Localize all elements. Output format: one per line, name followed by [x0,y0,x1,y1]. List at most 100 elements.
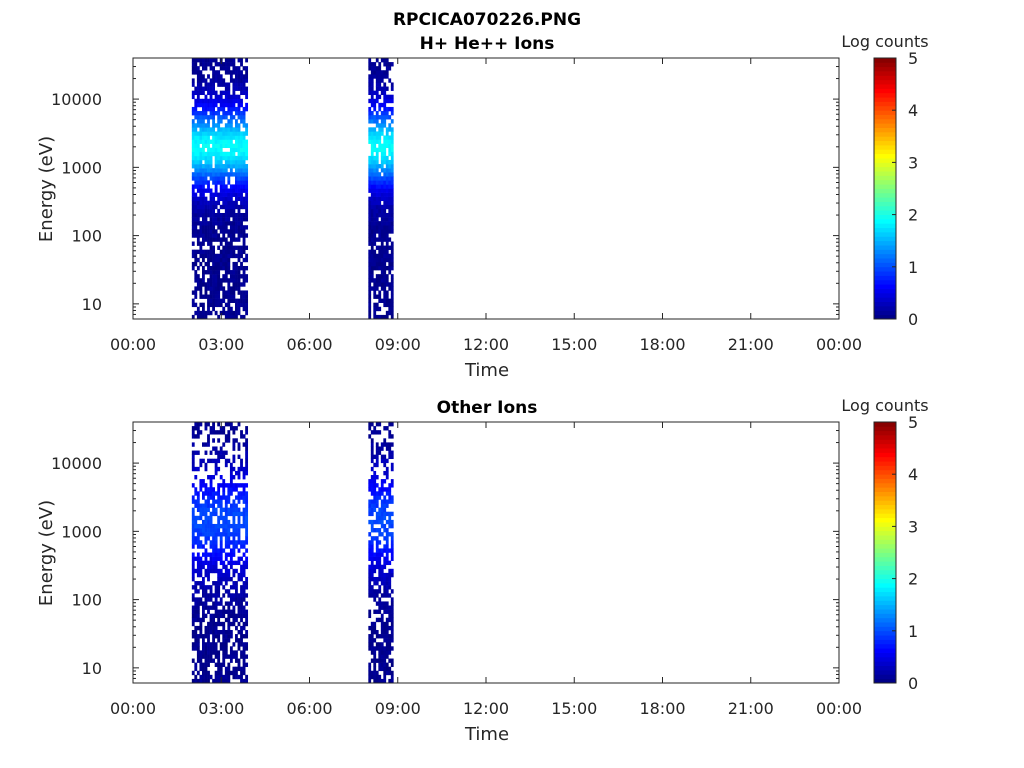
heatmap-cell [385,458,389,464]
heatmap-cell [224,462,228,468]
heatmap-cell [235,237,238,242]
heatmap-cell [388,62,392,67]
heatmap-cell [199,159,203,165]
heatmap-cell [368,204,372,210]
heatmap-cell [191,249,195,255]
heatmap-cell [388,495,392,500]
heatmap-cell [370,208,374,214]
heatmap-cell [235,270,238,275]
heatmap-cell [242,654,246,659]
heatmap-cell [380,446,384,451]
heatmap-cell [237,192,241,197]
heatmap-cell [380,617,384,623]
heatmap-cell [229,62,233,67]
heatmap-cell [373,135,377,140]
heatmap-cell [368,106,372,112]
heatmap-cell [242,540,246,545]
heatmap-cell [237,601,241,606]
heatmap-cell [368,625,372,631]
heatmap-cell [235,666,238,672]
heatmap-cell [229,523,233,529]
heatmap-cell [237,237,241,242]
heatmap-cell [388,638,392,643]
heatmap-cell [199,225,203,230]
heatmap-cell [217,466,221,472]
heatmap-cell [385,196,389,202]
heatmap-cell [373,568,377,574]
heatmap-cell [202,217,205,222]
heatmap-cell [227,314,231,320]
heatmap-cell [237,613,241,619]
heatmap-cell [368,310,372,316]
colorbar-segment [874,482,896,488]
heatmap-cell [196,119,200,124]
heatmap-cell [227,617,231,623]
heatmap-cell [375,180,379,185]
heatmap-cell [237,82,241,87]
heatmap-cell [390,609,394,614]
heatmap-cell [196,426,200,431]
heatmap-cell [217,119,221,124]
heatmap-cell [380,233,384,238]
heatmap-cell [217,212,221,218]
heatmap-cell [385,241,389,246]
heatmap-cell [388,581,392,586]
heatmap-cell [375,475,379,480]
heatmap-cell [196,536,200,541]
heatmap-cell [196,466,200,472]
heatmap-cell [214,629,218,635]
heatmap-cell [217,265,221,271]
heatmap-cell [240,625,243,631]
heatmap-cell [212,278,215,283]
heatmap-cell [373,666,377,672]
heatmap-cell [378,507,382,513]
heatmap-cell [242,155,246,161]
heatmap-cell [378,446,382,451]
heatmap-cell [390,638,394,643]
heatmap-cell [235,119,238,124]
heatmap-cell [209,483,213,488]
heatmap-cell [240,430,243,435]
heatmap-cell [217,589,221,594]
heatmap-cell [207,523,210,529]
heatmap-cell [240,314,243,320]
heatmap-cell [214,102,218,108]
heatmap-cell [242,111,246,116]
heatmap-cell [207,164,210,169]
heatmap-cell [224,196,228,202]
heatmap-cell [194,115,198,120]
heatmap-cell [245,180,249,185]
colorbar-segment [874,84,896,89]
heatmap-cell [199,115,203,120]
heatmap-cell [204,233,208,238]
heatmap-cell [373,278,377,283]
heatmap-cell [222,217,226,222]
heatmap-cell [191,483,195,488]
heatmap-cell [378,674,382,680]
heatmap-cell [380,298,384,303]
heatmap-cell [196,155,200,161]
colorbar-tick-label: 2 [908,206,918,225]
heatmap-cell [245,556,249,561]
heatmap-cell [196,650,200,655]
heatmap-cell [383,225,387,230]
colorbar-segment [874,131,896,137]
heatmap-cell [214,589,218,594]
heatmap-cell [370,86,374,91]
heatmap-cell [383,159,387,165]
heatmap-cell [224,552,228,557]
heatmap-cell [375,217,379,222]
heatmap-cell [390,111,394,116]
heatmap-cell [388,172,392,177]
heatmap-cell [375,294,379,299]
heatmap-cell [383,94,387,100]
heatmap-cell [232,147,236,153]
heatmap-cell [229,491,233,496]
heatmap-cell [209,556,213,561]
heatmap-cell [237,507,241,513]
panel-title: H+ He++ Ions [420,34,555,54]
heatmap-cell [214,270,218,275]
heatmap-cell [378,164,382,169]
heatmap-cell [368,642,372,647]
heatmap-cell [385,642,389,647]
